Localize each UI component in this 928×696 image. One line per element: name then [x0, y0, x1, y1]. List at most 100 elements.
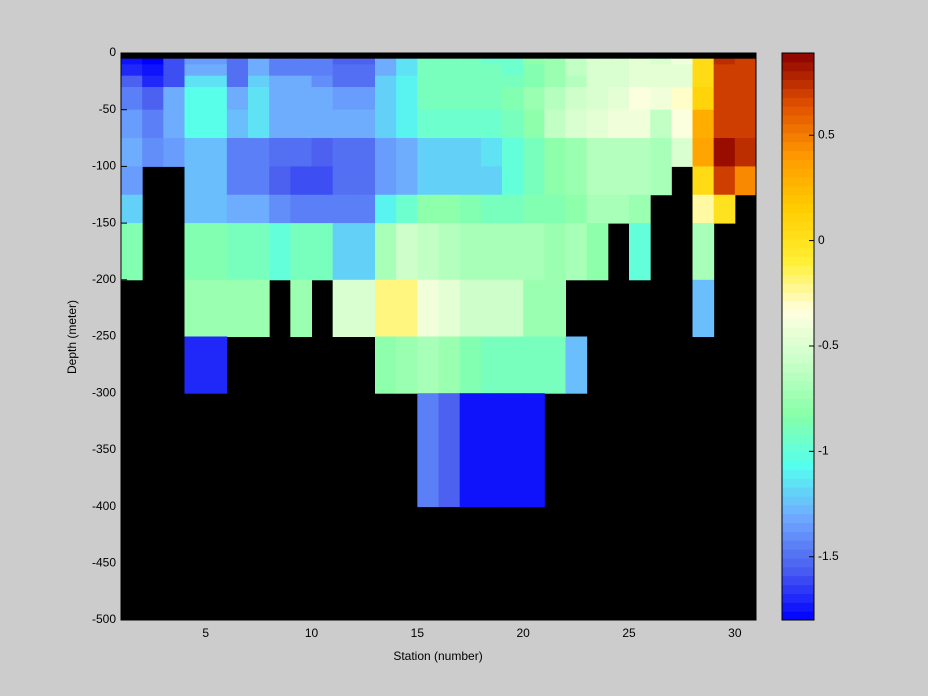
heatmap-cell [375, 138, 397, 167]
heatmap-cell [417, 75, 439, 88]
heatmap-cell [480, 87, 503, 111]
x-tick-label: 10 [305, 626, 319, 640]
heatmap-cell [184, 75, 207, 88]
heatmap-cell [523, 75, 545, 88]
colorbar-cell [782, 504, 814, 515]
heatmap-cell [650, 109, 672, 139]
heatmap-cell [713, 109, 736, 139]
heatmap-cell [607, 87, 630, 111]
heatmap-cell [502, 279, 524, 337]
heatmap-cell [438, 58, 461, 65]
heatmap-cell [269, 75, 291, 88]
heatmap-cell [586, 87, 609, 111]
colorbar-cell [782, 53, 814, 63]
heatmap-cell [396, 166, 418, 196]
heatmap-cell [311, 166, 334, 196]
colorbar-cell [782, 327, 814, 337]
heatmap-cell [375, 194, 397, 224]
heatmap-cell [438, 64, 461, 77]
heatmap-cell [205, 279, 228, 337]
colorbar-cell [782, 460, 814, 470]
heatmap-cell [650, 138, 672, 167]
colorbar-cell [782, 212, 814, 222]
heatmap-cell [269, 58, 291, 65]
heatmap-cell [121, 166, 143, 196]
heatmap-cell [565, 75, 588, 88]
heatmap-cell [332, 87, 355, 111]
heatmap-cell [121, 223, 143, 281]
heatmap-cell [290, 109, 312, 139]
heatmap-cell [184, 138, 207, 167]
heatmap-cell [121, 138, 143, 167]
heatmap-cell [502, 87, 524, 111]
heatmap-cell [459, 194, 482, 224]
colorbar-cell [782, 168, 814, 178]
colorbar-cell [782, 265, 814, 275]
heatmap-cell [121, 64, 143, 77]
heatmap-cell [502, 58, 524, 65]
heatmap-cell [163, 75, 185, 88]
colorbar-cell [782, 301, 814, 311]
heatmap-cell [226, 87, 249, 111]
heatmap-cell [269, 194, 291, 224]
colorbar-cell [782, 318, 814, 329]
heatmap-cell [734, 87, 757, 111]
colorbar-cell [782, 602, 814, 612]
colorbar-cell [782, 354, 814, 364]
colorbar-cell [782, 575, 814, 586]
y-tick-label: -450 [92, 555, 116, 569]
heatmap-cell [523, 58, 545, 65]
colorbar-cell [782, 451, 814, 462]
heatmap-cell [396, 279, 418, 337]
y-tick-label: -300 [92, 385, 116, 399]
heatmap-cell [459, 336, 482, 394]
heatmap-cell [459, 109, 482, 139]
colorbar-cell [782, 380, 814, 391]
heatmap-cell [671, 138, 693, 167]
heatmap-cell [417, 58, 439, 65]
heatmap-cell [396, 58, 418, 65]
heatmap-cell [205, 138, 228, 167]
heatmap-cell [332, 64, 355, 77]
heatmap-cell [607, 109, 630, 139]
heatmap-cell [417, 109, 439, 139]
heatmap-cell [142, 64, 164, 77]
colorbar-cell [782, 283, 814, 293]
heatmap-cell [163, 58, 185, 65]
heatmap-cell [502, 138, 524, 167]
heatmap-cell [650, 75, 672, 88]
heatmap-cell [480, 166, 503, 196]
colorbar-cell [782, 70, 814, 81]
colorbar-cell [782, 407, 814, 417]
heatmap-cell [375, 58, 397, 65]
colorbar-tick-label: 0 [818, 233, 825, 247]
heatmap-cell [734, 109, 757, 139]
heatmap-cell [713, 58, 736, 65]
heatmap-cell [248, 166, 270, 196]
heatmap-cell [311, 64, 334, 77]
colorbar-cell [782, 389, 814, 400]
colorbar-cell [782, 247, 814, 258]
heatmap-cell [544, 138, 566, 167]
heatmap-cell [121, 194, 143, 224]
heatmap-cell [396, 194, 418, 224]
heatmap-cell [226, 58, 249, 65]
heatmap-cell [734, 138, 757, 167]
colorbar-cell [782, 309, 814, 320]
heatmap-cell [629, 166, 651, 196]
colorbar-cell [782, 79, 814, 89]
colorbar-cell [782, 345, 814, 355]
heatmap-cell [226, 194, 249, 224]
heatmap-cell [332, 109, 355, 139]
heatmap-cell [353, 166, 376, 196]
heatmap-cell [417, 279, 439, 337]
heatmap-cell [734, 166, 757, 196]
heatmap-cell [544, 87, 566, 111]
heatmap-cell [629, 194, 651, 224]
heatmap-cell [332, 223, 355, 281]
heatmap-cell [353, 75, 376, 88]
heatmap-cell [248, 223, 270, 281]
heatmap-cell [459, 75, 482, 88]
heatmap-cell [629, 58, 651, 65]
colorbar-cell [782, 221, 814, 231]
